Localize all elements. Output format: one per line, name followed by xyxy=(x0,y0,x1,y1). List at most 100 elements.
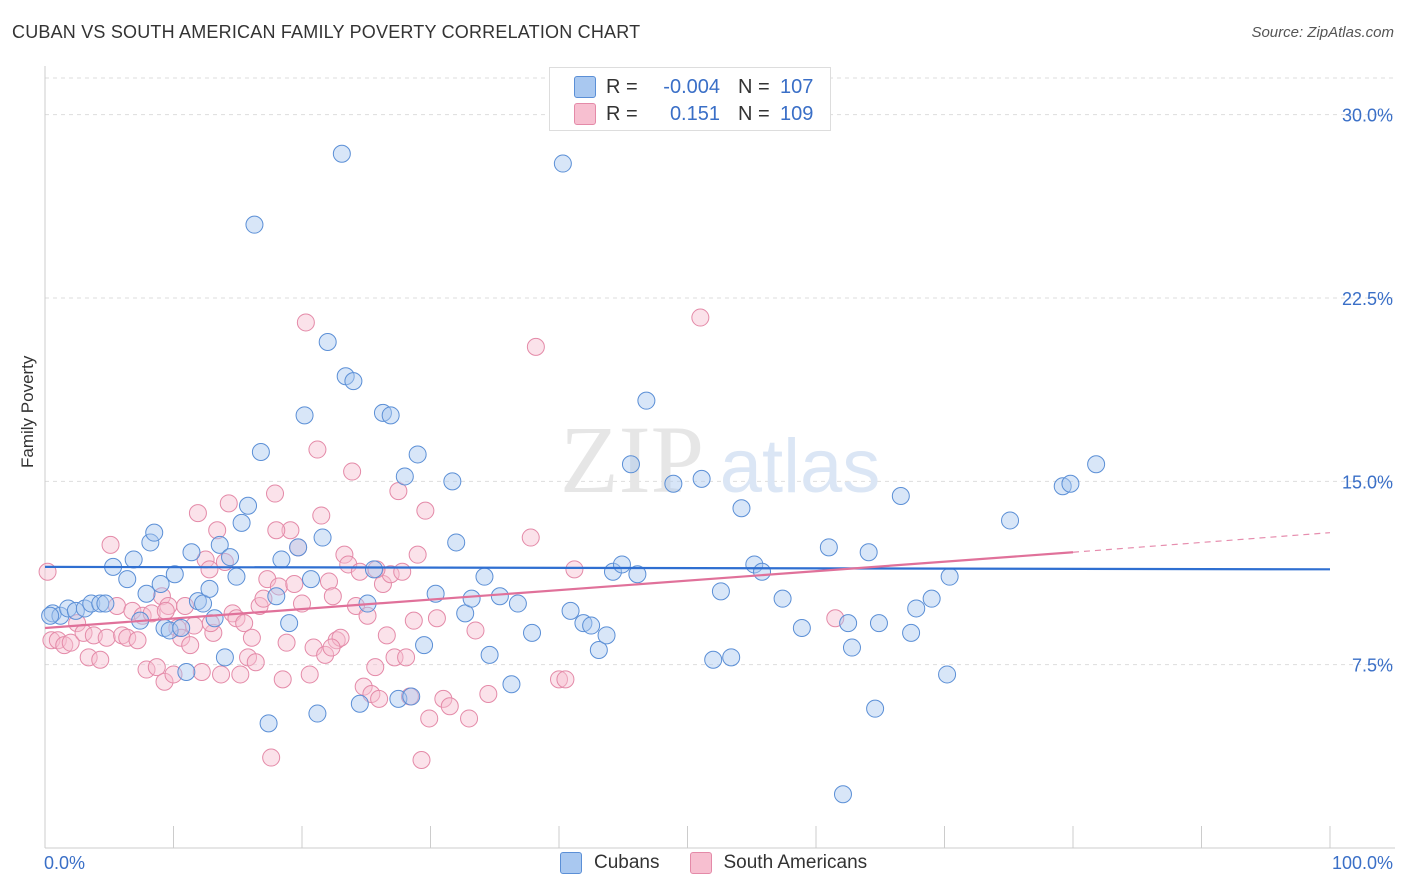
point-south-americans xyxy=(427,609,446,628)
point-south-americans xyxy=(354,677,373,696)
point-cubans xyxy=(839,614,858,633)
point-cubans xyxy=(859,543,878,562)
point-cubans xyxy=(245,215,264,234)
point-cubans xyxy=(475,567,494,586)
point-cubans xyxy=(1061,474,1080,493)
point-south-americans xyxy=(172,628,191,647)
point-south-americans xyxy=(343,462,362,481)
series-cubans xyxy=(41,144,1106,804)
correlation-legend: R = -0.004 N = 107 R = 0.151 N = 109 xyxy=(549,67,831,131)
point-cubans xyxy=(205,609,224,628)
legend-r-label: R = xyxy=(606,102,638,125)
point-cubans xyxy=(732,499,751,518)
point-cubans xyxy=(280,614,299,633)
point-cubans xyxy=(210,535,229,554)
point-cubans xyxy=(792,619,811,637)
point-cubans xyxy=(664,474,683,493)
legend-r-value: -0.004 xyxy=(663,75,720,98)
point-south-americans xyxy=(316,645,335,664)
point-cubans xyxy=(318,333,337,351)
y-tick-label: 15.0% xyxy=(1342,472,1393,492)
point-cubans xyxy=(589,641,608,659)
point-south-americans xyxy=(219,494,238,513)
point-south-americans xyxy=(339,555,358,574)
point-cubans xyxy=(344,372,363,391)
point-cubans xyxy=(907,599,926,618)
point-south-americans xyxy=(281,521,300,540)
watermark: ZIP atlas xyxy=(560,406,880,513)
point-cubans xyxy=(711,582,730,601)
point-cubans xyxy=(188,592,207,611)
point-cubans xyxy=(272,550,291,569)
point-cubans xyxy=(402,687,421,706)
point-south-americans xyxy=(420,709,439,728)
point-south-americans xyxy=(358,606,377,625)
point-cubans xyxy=(842,638,861,657)
point-cubans xyxy=(165,565,184,584)
point-south-americans xyxy=(267,521,286,540)
point-south-americans xyxy=(565,560,584,579)
point-cubans xyxy=(364,560,383,579)
point-south-americans xyxy=(231,665,250,684)
point-cubans xyxy=(490,587,509,606)
point-south-americans xyxy=(181,636,200,655)
point-cubans xyxy=(251,443,270,461)
point-cubans xyxy=(227,567,246,586)
point-south-americans xyxy=(521,528,540,547)
point-south-americans xyxy=(416,501,435,520)
point-cubans xyxy=(151,575,170,593)
trend-line-south-americans xyxy=(44,551,1074,630)
point-south-americans xyxy=(142,604,161,623)
point-cubans xyxy=(308,704,327,723)
point-south-americans xyxy=(312,506,331,525)
point-south-americans xyxy=(266,484,285,503)
chart-title: CUBAN VS SOUTH AMERICAN FAMILY POVERTY C… xyxy=(12,22,641,42)
x-tick-label-min: 0.0% xyxy=(44,853,85,873)
point-cubans xyxy=(722,648,741,667)
point-cubans xyxy=(582,616,601,635)
point-cubans xyxy=(295,406,314,425)
y-tick-label: 7.5% xyxy=(1352,656,1393,676)
point-south-americans xyxy=(200,560,219,579)
point-cubans xyxy=(332,144,351,163)
point-cubans xyxy=(523,623,542,642)
point-cubans xyxy=(1087,455,1106,474)
point-cubans xyxy=(41,606,60,625)
point-south-americans xyxy=(526,337,545,356)
point-cubans xyxy=(869,614,888,633)
point-south-americans xyxy=(91,650,110,669)
point-south-americans xyxy=(155,672,174,691)
point-cubans xyxy=(773,589,792,608)
point-south-americans xyxy=(393,562,412,581)
point-south-americans xyxy=(434,689,453,708)
trend-line-cubans xyxy=(44,565,1331,571)
point-cubans xyxy=(301,570,320,589)
point-cubans xyxy=(1001,511,1020,530)
point-cubans xyxy=(753,562,772,581)
point-cubans xyxy=(462,589,481,608)
legend-swatch-cubans xyxy=(574,76,596,98)
point-cubans xyxy=(415,636,434,655)
legend-swatch-south-americans xyxy=(574,103,596,125)
point-cubans xyxy=(289,538,308,557)
point-south-americans xyxy=(285,575,304,593)
point-cubans xyxy=(922,589,941,608)
point-cubans xyxy=(819,538,838,557)
point-cubans xyxy=(145,523,164,542)
point-south-americans xyxy=(128,631,147,650)
point-south-americans xyxy=(79,648,98,667)
point-cubans xyxy=(502,675,521,694)
point-south-americans xyxy=(192,663,211,681)
point-cubans xyxy=(137,584,156,603)
point-cubans xyxy=(621,455,640,474)
axes xyxy=(44,66,1395,849)
point-south-americans xyxy=(323,587,342,606)
legend-n-value: 109 xyxy=(780,102,814,125)
legend-r-label: R = xyxy=(606,75,638,98)
point-south-americans xyxy=(550,670,568,689)
y-tick-label: 30.0% xyxy=(1342,106,1393,126)
point-cubans xyxy=(508,594,527,613)
point-cubans xyxy=(239,496,258,515)
point-south-americans xyxy=(412,751,431,769)
